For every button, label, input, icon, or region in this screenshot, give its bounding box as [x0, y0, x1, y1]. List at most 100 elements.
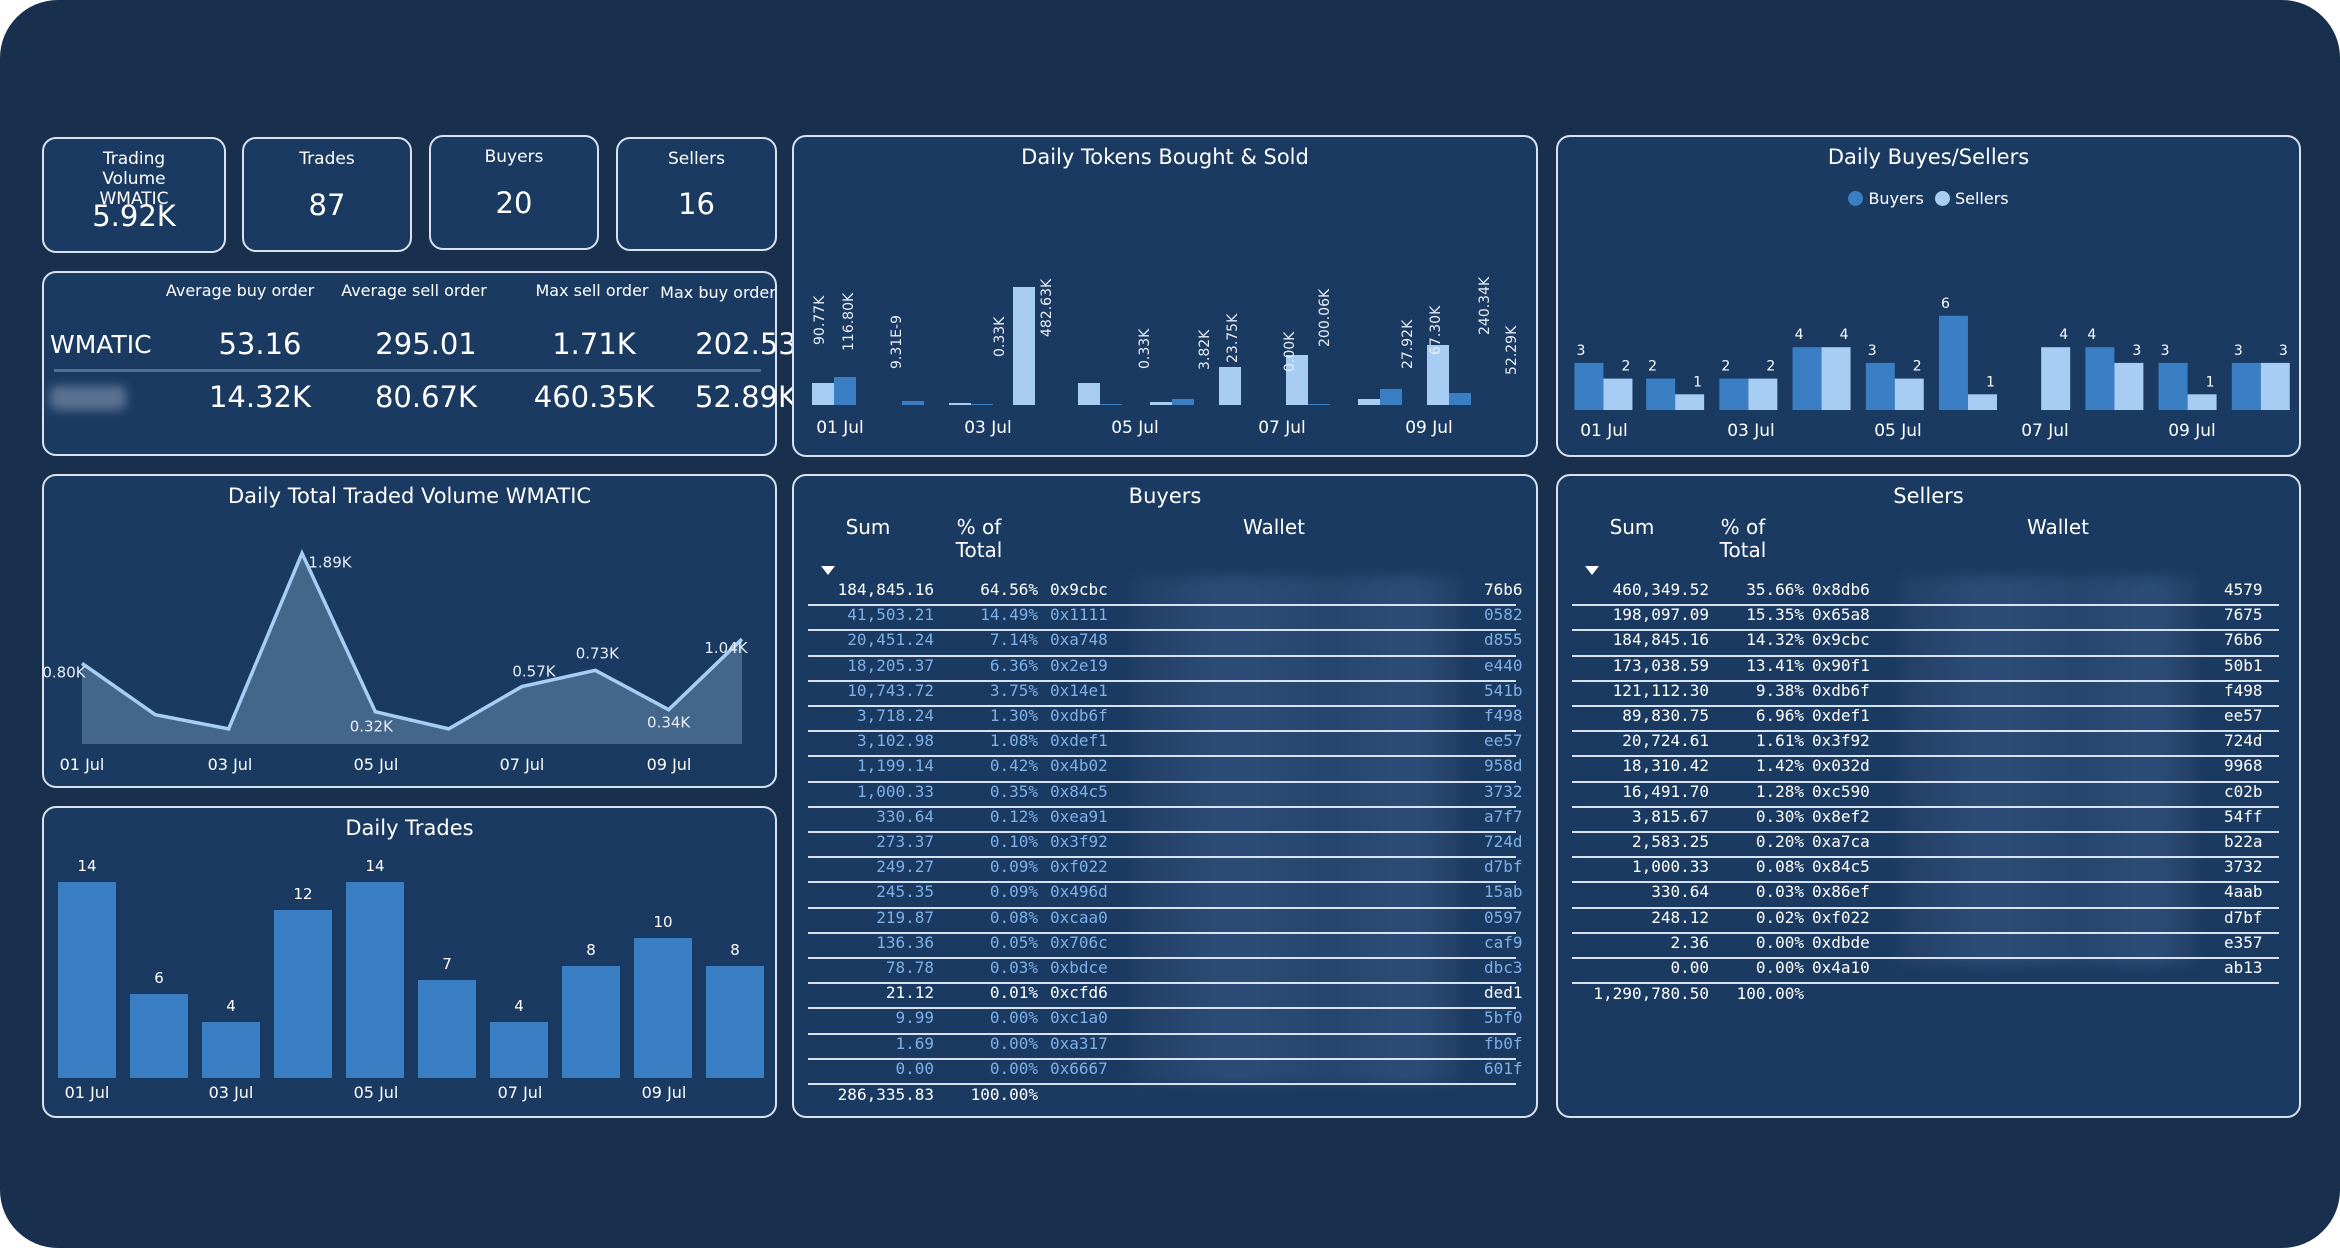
cell-wallet-prefix: 0x3f92	[1050, 832, 1108, 851]
table-row[interactable]: 20,724.61 1.61% 0x3f92 724d	[1572, 730, 2279, 758]
table-row[interactable]: 248.12 0.02% 0xf022 d7bf	[1572, 907, 2279, 934]
divider	[54, 369, 761, 372]
bar-bought	[1358, 399, 1380, 405]
point-data-label: 0.73K	[576, 644, 620, 662]
cell-wallet-prefix: 0x1111	[1050, 605, 1108, 625]
table-row[interactable]: 3,815.67 0.30% 0x8ef2 54ff	[1572, 806, 2279, 833]
table-row[interactable]: 249.27 0.09% 0xf022 d7bf	[808, 856, 1523, 884]
cell-wallet-suffix: fb0f	[1484, 1033, 1523, 1053]
table-row[interactable]: 16,491.70 1.28% 0xc590 c02b	[1572, 781, 2279, 808]
cell-wallet-suffix: 5bf0	[1484, 1008, 1523, 1028]
table-row[interactable]: 173,038.59 13.41% 0x90f1 50b1	[1572, 655, 2279, 682]
table-row[interactable]: 21.12 0.01% 0xcfd6 ded1	[808, 982, 1523, 1010]
cell-wallet-prefix: 0xdbde	[1812, 932, 1870, 952]
daily-buyes-sellers-card[interactable]: Daily Buyes/Sellers Buyers Sellers 3 2 2 1 2…	[1556, 135, 2301, 457]
kpi-buyers[interactable]: Buyers 20	[429, 135, 599, 250]
table-row[interactable]: 1,199.14 0.42% 0x4b02 958d	[808, 755, 1523, 783]
table-row[interactable]: 460,349.52 35.66% 0x8db6 4579	[1572, 579, 2279, 607]
bar-data-label: 4	[2059, 327, 2068, 343]
bar-data-label: 4	[1795, 327, 1804, 343]
bar-data-label: 2	[1721, 359, 1730, 375]
cell-wallet-suffix: 601f	[1484, 1058, 1523, 1078]
bar-data-label: 1	[1986, 374, 1995, 390]
col-header-pct[interactable]: % of Total	[955, 515, 1003, 562]
kpi-sellers[interactable]: Sellers 16	[616, 137, 777, 251]
cell-wallet-suffix: 724d	[2224, 731, 2263, 751]
table-row[interactable]: 184,845.16 64.56% 0x9cbc 76b6	[808, 579, 1523, 607]
table-row[interactable]: 1,000.33 0.08% 0x84c5 3732	[1572, 856, 2279, 884]
kpi-label: Buyers	[484, 147, 544, 167]
table-row[interactable]: 245.35 0.09% 0x496d 15ab	[808, 881, 1523, 909]
kpi-trades[interactable]: Trades 87	[242, 137, 412, 252]
cell-sum: 1,199.14	[856, 756, 934, 776]
cell-wallet-suffix: a7f7	[1484, 806, 1523, 826]
bar-sellers	[1821, 347, 1851, 410]
trades-card[interactable]: Daily Trades 14 6 4 12 14 7 4 8 10 8 01 Jul 03 Jul 0…	[42, 806, 777, 1118]
bar-data-label: 1	[2206, 374, 2215, 390]
table-row[interactable]: 1.69 0.00% 0xa317 fb0f	[808, 1033, 1523, 1060]
cell-pct: 6.36%	[989, 655, 1038, 675]
bar-data-label: 116.80K	[841, 292, 857, 351]
col-header-wallet[interactable]: Wallet	[1242, 515, 1305, 539]
point-data-label: 0.80K	[44, 663, 87, 681]
bar-sold	[1100, 404, 1122, 405]
sellers-table-card[interactable]: Sellers Sum % of Total Wallet 460,349.52…	[1556, 474, 2301, 1118]
table-row[interactable]: 184,845.16 14.32% 0x9cbc 76b6	[1572, 629, 2279, 657]
volume-card[interactable]: Daily Total Traded Volume WMATIC 0.80K 1.…	[42, 474, 777, 788]
kpi-trading-volume[interactable]: Trading Volume WMATIC 5.92K	[42, 137, 226, 253]
table-row[interactable]: 18,205.37 6.36% 0x2e19 e440	[808, 655, 1523, 682]
daily-trades-chart[interactable]: 14 6 4 12 14 7 4 8 10 8 01 Jul 03 Jul 05 Jul 07 Jul 09…	[44, 808, 775, 1116]
table-row[interactable]: 78.78 0.03% 0xbdce dbc3	[808, 957, 1523, 985]
col-header-pct[interactable]: % of Total	[1719, 515, 1767, 562]
table-row[interactable]: 219.87 0.08% 0xcaa0 0597	[808, 907, 1523, 934]
bar-data-label: 3	[2161, 343, 2170, 359]
cell-sum: 3,102.98	[856, 731, 934, 751]
table-row[interactable]: 41,503.21 14.49% 0x1111 0582	[808, 604, 1523, 632]
table-row[interactable]: 330.64 0.03% 0x86ef 4aab	[1572, 881, 2279, 909]
table-row[interactable]: 330.64 0.12% 0xea91 a7f7	[808, 806, 1523, 833]
buyers-table-card[interactable]: Buyers Sum % of Total Wallet 184,845.16 6…	[792, 474, 1538, 1118]
table-row[interactable]: 18,310.42 1.42% 0x032d 9968	[1572, 755, 2279, 783]
col-header-wallet[interactable]: Wallet	[2026, 515, 2089, 539]
table-row[interactable]: 0.00 0.00% 0x6667 601f	[808, 1058, 1523, 1085]
table-row[interactable]: 198,097.09 15.35% 0x65a8 7675	[1572, 604, 2279, 632]
table-row[interactable]: 3,102.98 1.08% 0xdef1 ee57	[808, 730, 1523, 758]
sort-arrow-icon[interactable]	[821, 566, 835, 575]
table-row[interactable]: 20,451.24 7.14% 0xa748 d855	[808, 629, 1523, 657]
table-row[interactable]: 273.37 0.10% 0x3f92 724d	[808, 831, 1523, 859]
cell-sum: 0.00	[1670, 958, 1709, 977]
table-row[interactable]: 0.00 0.00% 0x4a10 ab13	[1572, 957, 2279, 985]
sort-arrow-icon[interactable]	[1585, 566, 1599, 575]
table-row[interactable]: 3,718.24 1.30% 0xdb6f f498	[808, 705, 1523, 733]
table-total-row: 286,335.83 100.00%	[808, 1083, 1516, 1108]
order-stats-card[interactable]: Average buy order Average sell order Max…	[42, 271, 797, 456]
cell-sum: 16,491.70	[1622, 781, 1709, 801]
x-tick-label: 09 Jul	[647, 755, 692, 774]
cell-wallet-suffix: 15ab	[1484, 882, 1523, 902]
table-row[interactable]: 121,112.30 9.38% 0xdb6f f498	[1572, 680, 2279, 707]
legend-dot-sellers	[1934, 191, 1950, 206]
cell-wallet-prefix: 0x032d	[1812, 756, 1870, 776]
col-header-sum[interactable]: Sum	[1609, 515, 1655, 539]
col-header-sum[interactable]: Sum	[845, 515, 891, 539]
table-row[interactable]: 89,830.75 6.96% 0xdef1 ee57	[1572, 705, 2279, 733]
cell-pct: 0.09%	[989, 857, 1038, 877]
bar-data-label: 2	[1621, 359, 1630, 375]
daily-buyes-sellers-chart[interactable]: 3 2 2 1 2 2 4 4 3 2 6 1 4 4 3 3 1 3 3 01 Jul 03 Jul 05 Jul 07 …	[1558, 137, 2299, 455]
table-row[interactable]: 9.99 0.00% 0xc1a0 5bf0	[808, 1007, 1523, 1035]
table-row[interactable]: 136.36 0.05% 0x706c caf9	[808, 932, 1523, 959]
cell-pct: 35.66%	[1746, 580, 1804, 599]
cell-wallet-suffix: caf9	[1484, 932, 1523, 952]
table-row[interactable]: 10,743.72 3.75% 0x14e1 541b	[808, 680, 1523, 707]
table-row[interactable]: 2.36 0.00% 0xdbde e357	[1572, 932, 2279, 959]
table-row[interactable]: 2,583.25 0.20% 0xa7ca b22a	[1572, 831, 2279, 859]
daily-tokens-chart[interactable]: 90.77K 116.80K 9.31E-9 0.33K 482.63K 0.33K 3.8…	[794, 137, 1536, 455]
table-row[interactable]: 1,000.33 0.35% 0x84c5 3732	[808, 781, 1523, 808]
daily-tokens-card[interactable]: Daily Tokens Bought & Sold 90.77K 116.80K…	[792, 135, 1538, 457]
cell-pct: 7.14%	[989, 630, 1038, 650]
volume-area-chart[interactable]: 0.80K 1.89K 0.32K 0.57K 0.73K 0.34K 1.04K 01 Ju…	[44, 476, 775, 786]
bar-data-label: 8	[586, 941, 596, 959]
cell-wallet-suffix: e440	[1484, 655, 1523, 675]
bar-data-label: 2	[1766, 359, 1775, 375]
cell-sum: 184,845.16	[837, 580, 934, 599]
